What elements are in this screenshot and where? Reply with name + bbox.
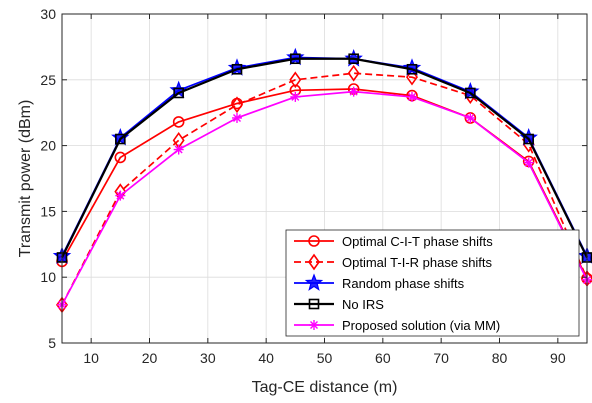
legend: Optimal C-I-T phase shifts Optimal T-I-R … (285, 229, 580, 337)
legend-item-optimal-t-i-r-phase-shifts: Optimal T-I-R phase shifts (294, 253, 493, 271)
asterisk-stroke (174, 145, 183, 154)
data-point-random-phase-shifts (227, 58, 247, 76)
series-group (52, 47, 592, 314)
asterisk-stroke (310, 321, 318, 329)
data-point-random-phase-shifts (402, 58, 422, 76)
data-point-random-phase-shifts (286, 47, 305, 66)
legend-label-proposed-solution-via-mm: Proposed solution (via MM) (342, 318, 500, 333)
legend-marker-no-irs (308, 298, 320, 310)
data-point-proposed-solution-via-mm (523, 157, 534, 168)
data-point-proposed-solution-via-mm (407, 91, 417, 102)
data-point-optimal-t-i-r-phase-shifts (231, 96, 243, 114)
asterisk-stroke (291, 92, 300, 101)
legend-label-optimal-c-i-t-phase-shifts: Optimal C-I-T phase shifts (342, 234, 493, 249)
data-point-no-irs (173, 87, 184, 99)
data-point-optimal-t-i-r-phase-shifts (289, 71, 302, 89)
x-tick-label: 50 (317, 350, 333, 366)
series-line-optimal-t-i-r-phase-shifts (61, 72, 588, 306)
data-point-proposed-solution-via-mm (290, 91, 301, 102)
data-point-no-irs (523, 133, 534, 145)
legend-item-optimal-c-i-t-phase-shifts: Optimal C-I-T phase shifts (294, 234, 493, 249)
data-point-no-irs (348, 53, 359, 65)
legend-label-no-irs: No IRS (342, 297, 384, 312)
x-tick-label: 20 (142, 350, 158, 366)
legend-marker-proposed-solution-via-mm (309, 320, 319, 330)
series-line-no-irs (61, 57, 588, 258)
x-tick-label: 40 (258, 350, 274, 366)
y-tick-label: 10 (40, 269, 56, 285)
series-no-irs (56, 53, 592, 263)
asterisk-stroke (116, 191, 125, 200)
y-axis-title: Transmit power (dBm) (17, 100, 34, 258)
data-point-optimal-c-i-t-phase-shifts (172, 116, 185, 128)
data-point-proposed-solution-via-mm (348, 86, 359, 97)
data-point-optimal-t-i-r-phase-shifts (406, 68, 418, 86)
data-point-optimal-t-i-r-phase-shifts (347, 64, 360, 82)
asterisk-stroke (233, 113, 241, 122)
asterisk-stroke (466, 113, 475, 122)
legend-marker-optimal-t-i-r-phase-shifts (308, 253, 320, 271)
x-tick-label: 80 (492, 350, 508, 366)
legend-item-no-irs: No IRS (294, 297, 384, 312)
y-tick-label: 20 (40, 138, 56, 154)
y-tick-label: 15 (40, 203, 56, 219)
legend-marker-random-phase-shifts (304, 273, 324, 291)
y-tick-label: 25 (40, 72, 56, 88)
x-axis-title: Tag-CE distance (m) (252, 379, 398, 396)
asterisk-stroke (408, 92, 416, 101)
legend-box (285, 229, 580, 337)
asterisk-stroke (524, 158, 533, 167)
data-point-no-irs (290, 53, 301, 65)
x-tick-label: 60 (375, 350, 391, 366)
data-point-optimal-c-i-t-phase-shifts (114, 151, 127, 164)
data-point-random-phase-shifts (461, 81, 480, 100)
data-point-proposed-solution-via-mm (465, 112, 476, 123)
legend-item-proposed-solution-via-mm: Proposed solution (via MM) (294, 318, 500, 333)
data-point-no-irs (465, 87, 476, 99)
series-line-proposed-solution-via-mm (61, 90, 588, 306)
data-point-no-irs (115, 133, 126, 145)
x-tick-label: 90 (550, 350, 566, 366)
data-point-no-irs (231, 63, 243, 75)
y-tick-label: 5 (48, 335, 56, 351)
data-point-proposed-solution-via-mm (232, 112, 242, 123)
data-point-proposed-solution-via-mm (115, 190, 126, 201)
data-point-proposed-solution-via-mm (173, 144, 184, 155)
y-tick-label: 30 (40, 6, 56, 22)
x-tick-label: 10 (83, 350, 99, 366)
legend-label-random-phase-shifts: Random phase shifts (342, 276, 465, 291)
legend-label-optimal-t-i-r-phase-shifts: Optimal T-I-R phase shifts (342, 255, 493, 270)
axis-ticks: 10 20 30 40 50 60 70 80 90 5 10 15 20 25 30 (40, 6, 587, 366)
data-point-no-irs (406, 63, 418, 75)
x-tick-label: 30 (200, 350, 216, 366)
legend-item-random-phase-shifts: Random phase shifts (294, 273, 465, 291)
x-tick-label: 70 (433, 350, 449, 366)
asterisk-stroke (349, 87, 358, 96)
legend-marker-optimal-c-i-t-phase-shifts (308, 235, 320, 247)
